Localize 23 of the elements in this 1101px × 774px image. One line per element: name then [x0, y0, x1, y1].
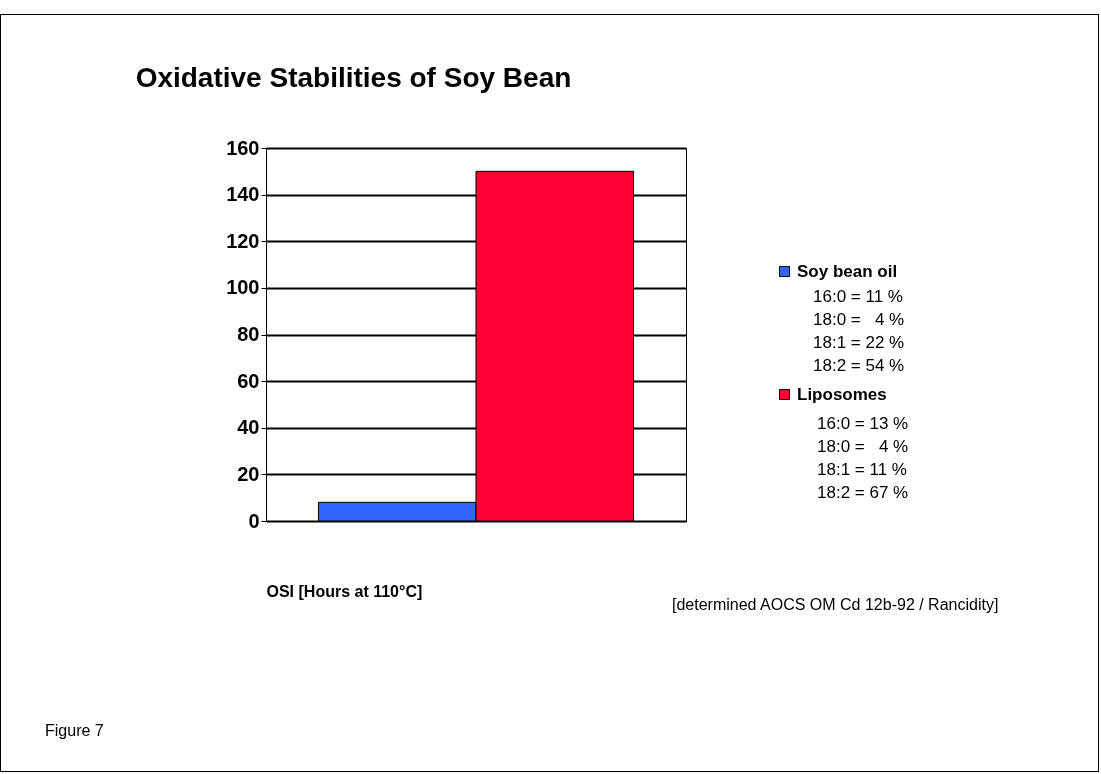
- y-tick-label: 140: [226, 183, 260, 206]
- text: 18:0 = 4 %: [813, 310, 905, 330]
- y-tick-label: 160: [226, 136, 260, 159]
- text: 16:0 = 11 %: [813, 287, 903, 307]
- y-tick-label: 60: [237, 369, 260, 392]
- text: 18:2 = 54 %: [813, 356, 905, 376]
- y-tick-label: 20: [237, 462, 260, 485]
- y-tick-label: 100: [226, 276, 260, 299]
- y-tick-label: 0: [248, 509, 260, 532]
- text: 18:1 = 22 %: [813, 333, 905, 353]
- x-axis-title: OSI [Hours at 110°C]: [266, 582, 423, 600]
- text: 18:0 = 4 %: [817, 437, 909, 457]
- legend-label: Soy bean oil: [797, 261, 898, 281]
- text: [determined AOCS OM Cd 12b-92 / Rancidity]: [672, 596, 999, 614]
- y-tick-label: 80: [237, 323, 260, 345]
- caption: Figure 7: [45, 722, 104, 740]
- y-tick-label: 40: [237, 416, 260, 439]
- legend-label: Liposomes: [797, 384, 887, 404]
- text: 18:2 = 67 %: [817, 483, 909, 503]
- text: 16:0 = 13 %: [817, 414, 909, 434]
- text: 18:1 = 11 %: [817, 460, 907, 480]
- chart-title: Oxidative Stabilities of Soy Bean: [135, 62, 572, 93]
- y-tick-label: 120: [226, 229, 260, 252]
